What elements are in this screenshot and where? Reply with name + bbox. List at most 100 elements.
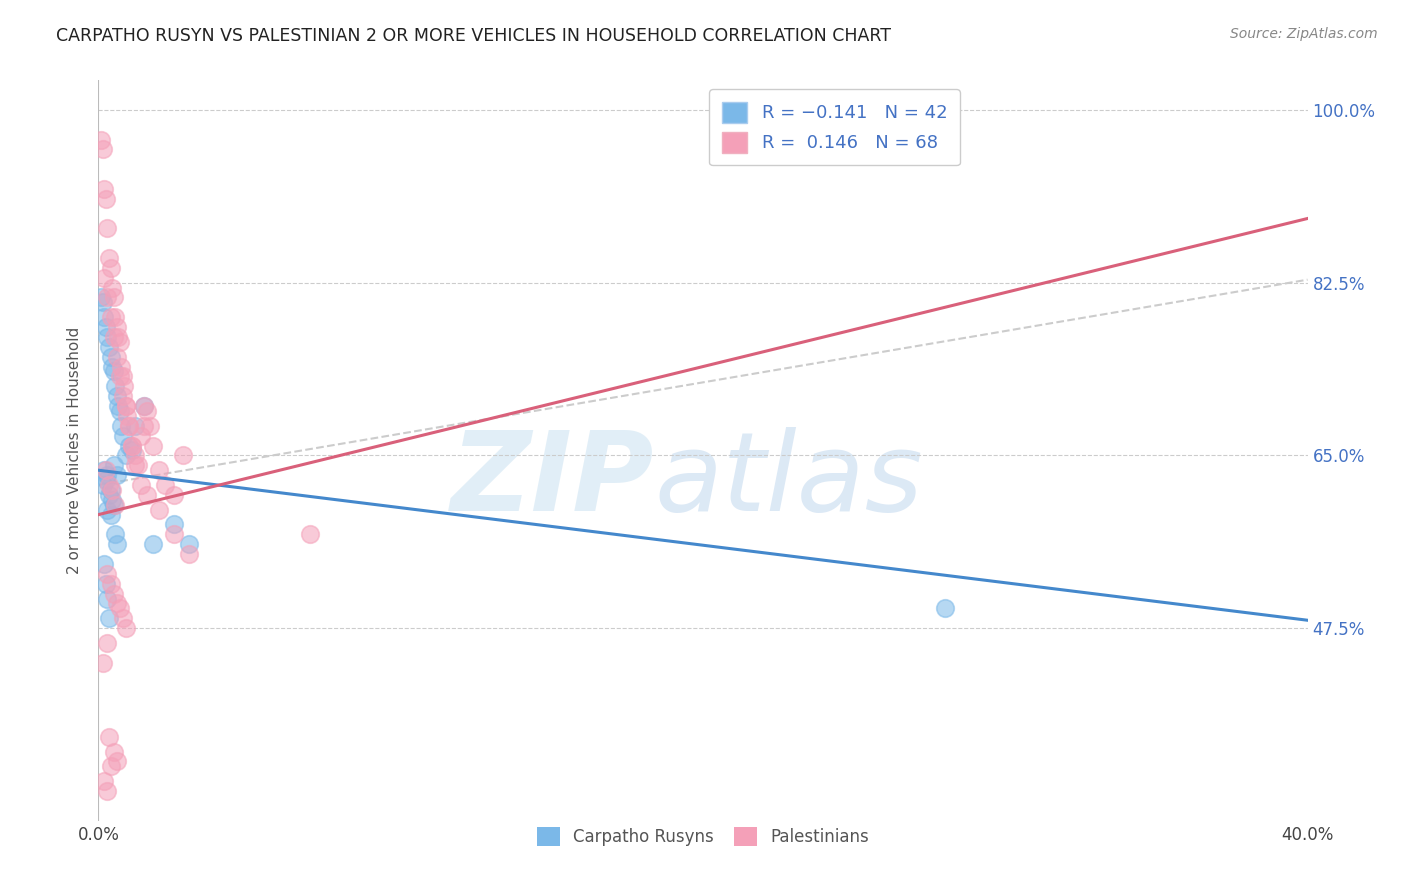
- Point: [98, 611, 121, 625]
- Point: [299, 527, 322, 541]
- Point: [129, 478, 152, 492]
- Point: [90, 290, 112, 304]
- Point: [94, 192, 117, 206]
- Point: [96, 290, 118, 304]
- Point: [96, 502, 118, 516]
- Point: [93, 774, 115, 789]
- Point: [111, 611, 134, 625]
- Point: [100, 483, 122, 497]
- Point: [111, 389, 134, 403]
- Point: [163, 527, 186, 541]
- Point: [115, 409, 138, 423]
- Text: ZIP: ZIP: [451, 426, 655, 533]
- Point: [179, 537, 201, 551]
- Point: [121, 438, 143, 452]
- Text: Source: ZipAtlas.com: Source: ZipAtlas.com: [1230, 27, 1378, 41]
- Y-axis label: 2 or more Vehicles in Household: 2 or more Vehicles in Household: [67, 326, 83, 574]
- Point: [104, 379, 127, 393]
- Point: [129, 428, 152, 442]
- Point: [103, 498, 125, 512]
- Point: [105, 755, 128, 769]
- Point: [93, 270, 115, 285]
- Point: [107, 399, 129, 413]
- Point: [91, 478, 114, 492]
- Point: [135, 404, 157, 418]
- Point: [96, 636, 118, 650]
- Point: [103, 364, 125, 378]
- Point: [105, 350, 128, 364]
- Point: [110, 359, 132, 374]
- Point: [104, 498, 127, 512]
- Point: [101, 492, 124, 507]
- Point: [105, 389, 128, 403]
- Point: [108, 369, 131, 384]
- Point: [121, 438, 143, 452]
- Point: [118, 438, 141, 452]
- Point: [105, 537, 128, 551]
- Point: [124, 449, 146, 463]
- Point: [135, 488, 157, 502]
- Point: [103, 745, 125, 759]
- Point: [124, 458, 146, 473]
- Point: [103, 458, 125, 473]
- Point: [96, 468, 118, 483]
- Point: [103, 330, 125, 344]
- Point: [139, 418, 162, 433]
- Point: [107, 330, 129, 344]
- Point: [100, 508, 122, 522]
- Point: [108, 601, 131, 615]
- Point: [98, 251, 121, 265]
- Point: [94, 576, 117, 591]
- Point: [111, 428, 134, 442]
- Point: [90, 132, 112, 146]
- Point: [132, 399, 155, 413]
- Point: [934, 601, 956, 615]
- Point: [111, 369, 134, 384]
- Point: [114, 399, 136, 413]
- Point: [118, 418, 141, 433]
- Point: [112, 379, 135, 393]
- Point: [93, 557, 115, 571]
- Point: [100, 759, 122, 773]
- Point: [96, 784, 118, 798]
- Point: [101, 483, 124, 497]
- Point: [100, 576, 122, 591]
- Point: [148, 502, 170, 516]
- Point: [94, 463, 117, 477]
- Point: [100, 310, 122, 325]
- Point: [142, 537, 165, 551]
- Point: [153, 478, 176, 492]
- Point: [132, 399, 155, 413]
- Point: [94, 473, 117, 487]
- Point: [163, 517, 186, 532]
- Point: [105, 320, 128, 334]
- Point: [148, 463, 170, 477]
- Point: [124, 418, 146, 433]
- Point: [91, 295, 114, 310]
- Text: atlas: atlas: [655, 426, 924, 533]
- Point: [100, 260, 122, 275]
- Point: [96, 330, 118, 344]
- Point: [142, 438, 165, 452]
- Point: [101, 359, 124, 374]
- Point: [96, 566, 118, 581]
- Point: [121, 443, 143, 458]
- Point: [103, 290, 125, 304]
- Point: [96, 221, 118, 235]
- Text: CARPATHO RUSYN VS PALESTINIAN 2 OR MORE VEHICLES IN HOUSEHOLD CORRELATION CHART: CARPATHO RUSYN VS PALESTINIAN 2 OR MORE …: [56, 27, 891, 45]
- Point: [98, 488, 121, 502]
- Point: [118, 418, 141, 433]
- Point: [110, 418, 132, 433]
- Point: [98, 340, 121, 354]
- Point: [100, 350, 122, 364]
- Point: [105, 468, 128, 483]
- Point: [104, 310, 127, 325]
- Point: [108, 404, 131, 418]
- Point: [114, 621, 136, 635]
- Point: [105, 597, 128, 611]
- Legend: Carpatho Rusyns, Palestinians: Carpatho Rusyns, Palestinians: [530, 821, 876, 853]
- Point: [103, 586, 125, 600]
- Point: [93, 310, 115, 325]
- Point: [101, 280, 124, 294]
- Point: [127, 458, 149, 473]
